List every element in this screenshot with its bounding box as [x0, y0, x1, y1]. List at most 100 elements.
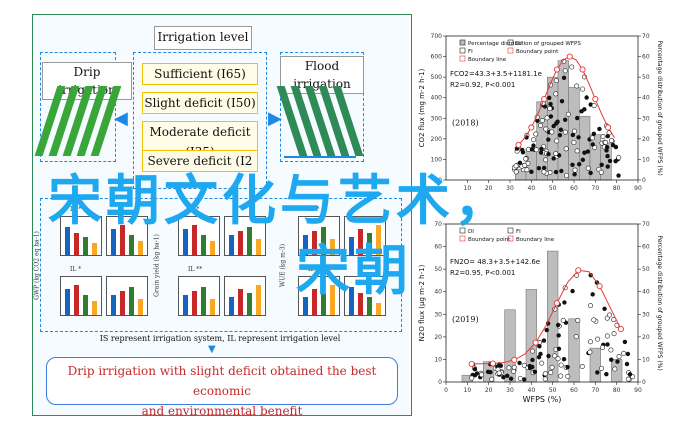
point-fi	[536, 165, 542, 171]
mini-bar	[321, 227, 326, 255]
mini-bar	[92, 301, 97, 315]
boundary-point	[541, 96, 548, 103]
legend-note: IS represent irrigation system, IL repre…	[99, 334, 341, 343]
x-tick-label: 30	[506, 185, 514, 192]
point-di	[562, 68, 568, 74]
point-fi	[508, 376, 514, 381]
overlay-subtitle: 宋朝	[296, 239, 412, 302]
point-di	[572, 128, 578, 134]
point-di	[591, 103, 597, 109]
point-fi	[472, 372, 478, 378]
point-di	[604, 333, 610, 339]
y2-tick-label: 50	[642, 74, 650, 81]
point-di	[538, 123, 544, 129]
point-di	[574, 148, 580, 154]
point-fi	[585, 149, 591, 154]
overlay-title-text: 宋朝文化与艺术	[48, 169, 454, 232]
point-fi	[613, 158, 618, 164]
mini-bar	[92, 243, 97, 255]
boundary-point	[528, 124, 535, 131]
legend-label: DI	[468, 229, 474, 235]
legend-label: FI	[516, 229, 521, 235]
point-di	[542, 371, 548, 377]
point-di	[539, 360, 545, 366]
legend-swatch	[459, 235, 466, 242]
mini-panel	[298, 216, 340, 256]
y-tick-label: 40	[434, 289, 442, 296]
conclusion-line-2: and environmental benefit	[141, 404, 303, 418]
point-fi	[539, 146, 544, 152]
x-tick-label: 10	[464, 387, 472, 394]
flood-field-image	[276, 86, 364, 158]
x-tick-label: 20	[485, 185, 493, 192]
point-di	[489, 376, 495, 382]
point-fi	[576, 135, 581, 140]
y2-tick-label: 60	[642, 54, 650, 61]
point-fi	[561, 75, 567, 81]
y-tick-label: 0	[438, 177, 442, 184]
boundary-point	[575, 267, 582, 274]
mini-bar	[247, 293, 252, 315]
point-di	[513, 163, 519, 169]
equation-annotation: FCO2=43.3+3.5+1181.1e	[450, 70, 542, 78]
x-tick-label: 40	[528, 387, 536, 394]
boundary-point	[596, 283, 603, 290]
point-fi	[559, 168, 564, 174]
mini-panel	[224, 276, 266, 316]
point-fi	[546, 151, 551, 157]
point-fi	[517, 160, 523, 166]
mini-bar	[321, 293, 326, 315]
point-fi	[556, 333, 561, 338]
point-fi	[570, 162, 575, 168]
mini-panel	[60, 276, 102, 316]
point-fi	[599, 162, 604, 167]
mini-bar	[183, 229, 188, 255]
level-sufficient: Sufficient (I65)	[142, 63, 258, 85]
y-tick-label: 20	[434, 334, 442, 341]
mini-bar	[330, 239, 335, 255]
point-di	[588, 303, 594, 309]
point-fi	[562, 117, 568, 122]
x-tick-label: 60	[570, 185, 578, 192]
mini-panel	[224, 216, 266, 256]
y-tick-label: 400	[431, 95, 443, 102]
point-di	[531, 137, 537, 143]
level-slight-deficit: Slight deficit (I50)	[142, 92, 258, 114]
point-fi	[530, 357, 535, 363]
boundary-point	[592, 96, 599, 103]
irrigation-level-title: Irrigation level	[154, 26, 252, 50]
point-di	[496, 370, 502, 376]
conclusion-box: Drip irrigation with slight deficit obta…	[46, 357, 398, 418]
point-fi	[517, 360, 522, 366]
point-fi	[624, 361, 630, 367]
mini-panel	[298, 276, 340, 316]
point-fi	[570, 288, 575, 294]
point-di	[553, 78, 559, 84]
point-fi	[561, 356, 567, 362]
boundary-point	[579, 66, 586, 73]
y2-tick-label: 60	[642, 244, 650, 251]
point-fi	[605, 164, 610, 169]
point-di	[521, 362, 527, 368]
mini-bar	[312, 289, 317, 315]
point-di	[565, 373, 571, 379]
y-tick-label: 60	[434, 244, 442, 251]
co2-flux-chart: 0 100 200 300 400 500 600 700 0 10 20 30 40 50 60 70 10 2…	[418, 33, 663, 192]
point-fi	[570, 132, 576, 138]
mini-bar	[138, 241, 143, 255]
point-fi	[588, 170, 593, 176]
mini-panel	[178, 216, 220, 256]
point-di	[587, 349, 593, 355]
mini-bar	[65, 227, 70, 255]
mini-bar	[129, 235, 134, 255]
legend-label: FI	[468, 49, 473, 55]
boundary-point	[566, 53, 573, 60]
equation-annotation: R2=0.92, P<0.001	[450, 81, 515, 89]
x-tick-label: 50	[549, 185, 557, 192]
legend-label: Boundary point	[516, 49, 559, 55]
panel-tag: IL *	[70, 266, 82, 273]
mini-bar	[120, 225, 125, 255]
panel-tag: IS *	[308, 206, 320, 213]
y2-tick-label: 20	[642, 136, 650, 143]
mini-bar	[201, 235, 206, 255]
